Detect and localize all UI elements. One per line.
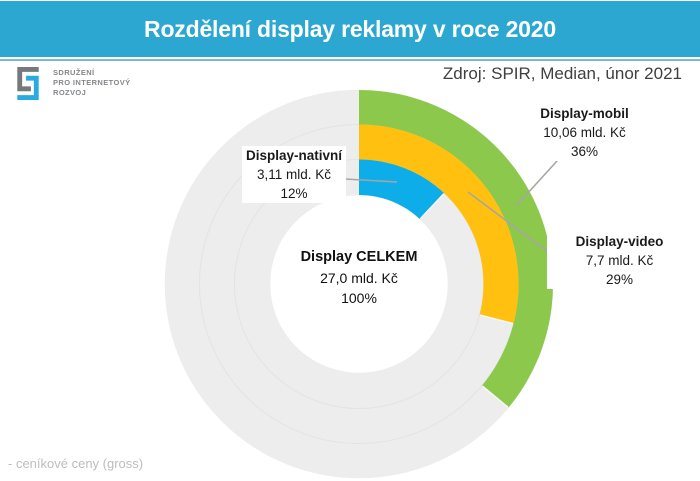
title-bar: Rozdělení display reklamy v roce 2020 <box>0 1 700 57</box>
logo-line: ROZVOJ <box>53 88 87 97</box>
logo-line: PRO INTERNETOVÝ <box>53 78 131 87</box>
segment-value: 7,7 mld. Kč <box>585 253 654 268</box>
spir-logo-icon <box>17 66 39 101</box>
segment-percent: 36% <box>570 144 599 159</box>
source-note: Zdroj: SPIR, Median, únor 2021 <box>442 64 682 83</box>
segment-name: Display-nativní <box>245 148 343 163</box>
donut-center-label: Display CELKEM 27,0 mld. Kč 100% <box>284 247 434 309</box>
page-title: Rozdělení display reklamy v roce 2020 <box>144 15 556 42</box>
logo-line: SDRUŽENÍ <box>53 68 95 77</box>
spir-logo: SDRUŽENÍ PRO INTERNETOVÝ ROZVOJ <box>13 65 131 102</box>
spir-logo-text: SDRUŽENÍ PRO INTERNETOVÝ ROZVOJ <box>53 68 131 102</box>
segment-percent: 29% <box>605 272 634 287</box>
title-accent-line <box>0 59 700 61</box>
total-percent: 100% <box>341 290 377 306</box>
segment-name: Display-mobil <box>540 106 629 121</box>
segment-name: Display-video <box>575 234 664 249</box>
total-value: 27,0 mld. Kč <box>320 269 398 286</box>
segment-value: 10,06 mld. Kč <box>543 125 626 140</box>
segment-percent: 12% <box>280 186 308 201</box>
callout-display-mobil: Display-mobil 10,06 mld. Kč 36% <box>512 104 657 161</box>
callout-display-nativni: Display-nativní 3,11 mld. Kč 12% <box>242 146 346 203</box>
footnote: - ceníkové ceny (gross) <box>8 456 144 471</box>
total-name: Display CELKEM <box>300 249 418 265</box>
segment-value: 3,11 mld. Kč <box>256 167 332 182</box>
callout-display-video: Display-video 7,7 mld. Kč 29% <box>547 232 692 289</box>
